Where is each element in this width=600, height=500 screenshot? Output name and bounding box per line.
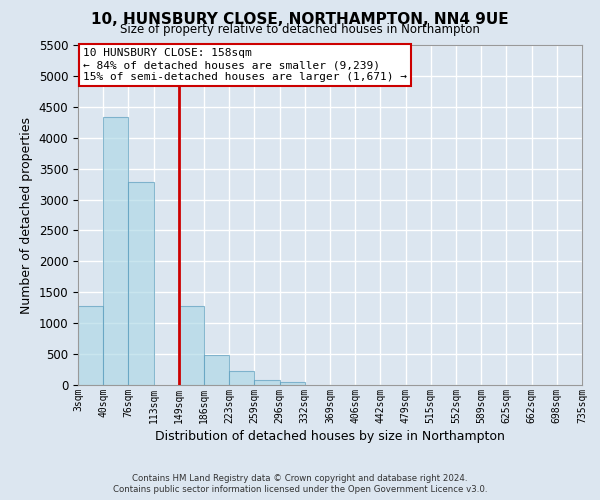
Bar [103,118,128,385]
Bar [128,182,154,385]
Bar [254,380,280,385]
Text: 10, HUNSBURY CLOSE, NORTHAMPTON, NN4 9UE: 10, HUNSBURY CLOSE, NORTHAMPTON, NN4 9UE [91,12,509,28]
Text: Size of property relative to detached houses in Northampton: Size of property relative to detached ho… [120,22,480,36]
Bar [280,382,305,385]
Y-axis label: Number of detached properties: Number of detached properties [20,116,33,314]
X-axis label: Distribution of detached houses by size in Northampton: Distribution of detached houses by size … [155,430,505,443]
Bar [204,356,229,385]
Bar [78,306,103,385]
Bar [229,371,254,385]
Text: Contains HM Land Registry data © Crown copyright and database right 2024.
Contai: Contains HM Land Registry data © Crown c… [113,474,487,494]
Text: 10 HUNSBURY CLOSE: 158sqm
← 84% of detached houses are smaller (9,239)
15% of se: 10 HUNSBURY CLOSE: 158sqm ← 84% of detac… [83,48,407,82]
Bar [179,306,204,385]
